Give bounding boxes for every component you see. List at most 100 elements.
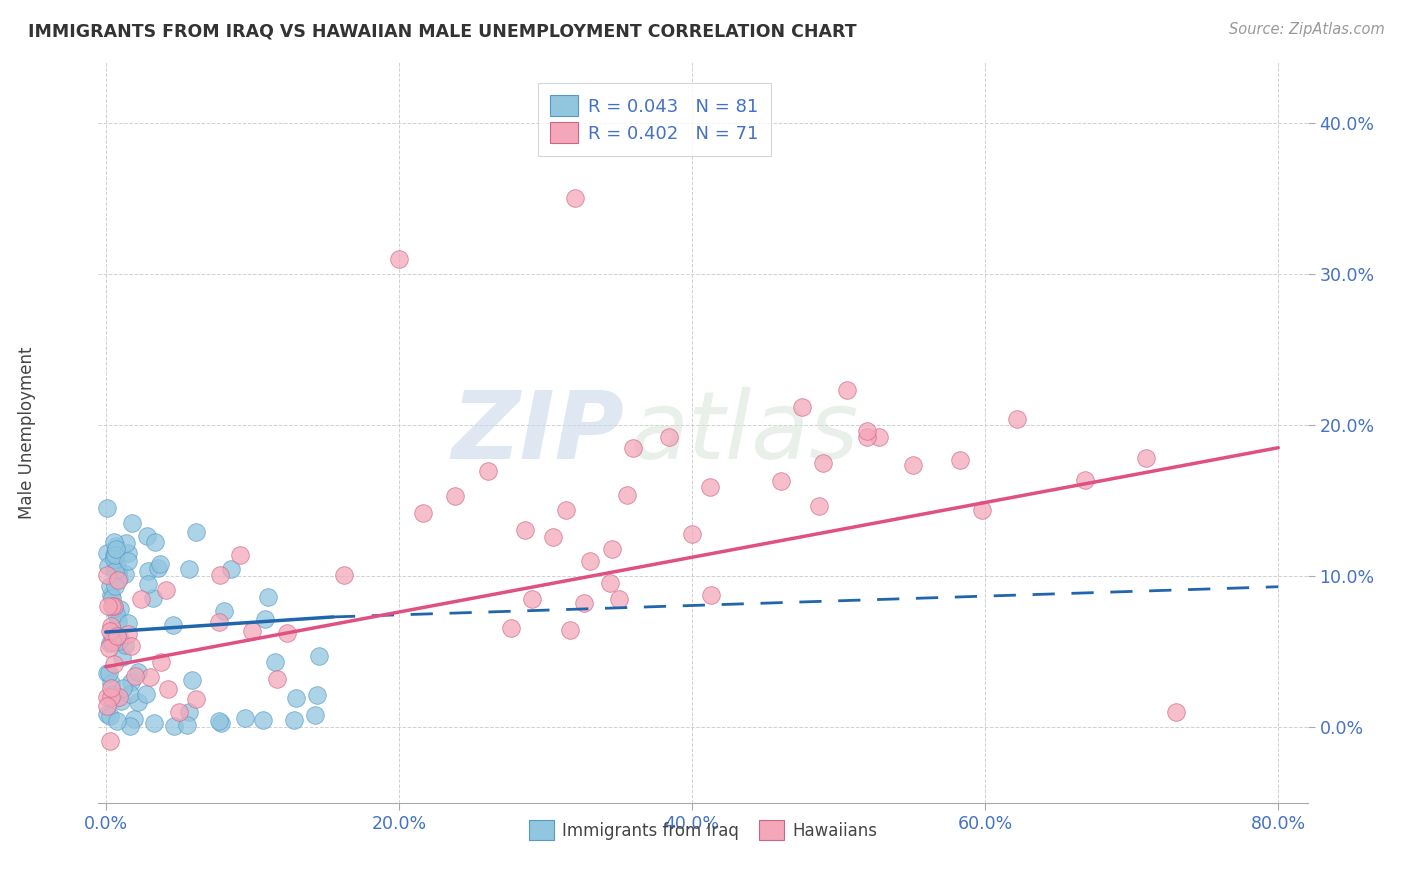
Point	[579, 554, 602, 568]
Point	[127, 695, 149, 709]
Point	[209, 715, 232, 730]
Point	[837, 383, 859, 397]
Point	[107, 633, 129, 648]
Point	[98, 624, 121, 639]
Point	[184, 691, 207, 706]
Point	[949, 453, 972, 467]
Point	[121, 516, 143, 531]
Point	[181, 673, 204, 687]
Point	[120, 719, 142, 733]
Point	[98, 734, 121, 748]
Point	[118, 687, 141, 701]
Point	[142, 591, 165, 605]
Point	[101, 634, 124, 648]
Point	[599, 576, 621, 591]
Point	[228, 548, 250, 562]
Point	[107, 614, 129, 628]
Point	[114, 536, 136, 550]
Point	[388, 252, 411, 266]
Point	[103, 548, 125, 562]
Point	[769, 475, 792, 489]
Point	[96, 698, 118, 713]
Point	[1074, 473, 1097, 487]
Point	[681, 527, 703, 541]
Point	[105, 714, 128, 728]
Point	[868, 430, 890, 444]
Point	[233, 711, 256, 725]
Point	[127, 665, 149, 679]
Point	[208, 615, 231, 629]
Text: Source: ZipAtlas.com: Source: ZipAtlas.com	[1229, 22, 1385, 37]
Point	[104, 579, 127, 593]
Point	[105, 629, 128, 643]
Point	[104, 564, 127, 578]
Point	[167, 705, 190, 719]
Point	[972, 503, 994, 517]
Point	[100, 618, 122, 632]
Point	[136, 529, 159, 543]
Point	[100, 627, 122, 641]
Point	[304, 707, 326, 722]
Point	[283, 713, 305, 727]
Point	[117, 547, 139, 561]
Point	[1164, 705, 1187, 719]
Text: atlas: atlas	[630, 387, 859, 478]
Point	[499, 621, 522, 635]
Point	[177, 561, 200, 575]
Point	[856, 424, 879, 438]
Point	[104, 539, 127, 553]
Point	[811, 456, 834, 470]
Point	[121, 675, 143, 690]
Point	[96, 690, 118, 704]
Point	[257, 590, 280, 604]
Point	[155, 582, 177, 597]
Text: IMMIGRANTS FROM IRAQ VS HAWAIIAN MALE UNEMPLOYMENT CORRELATION CHART: IMMIGRANTS FROM IRAQ VS HAWAIIAN MALE UN…	[28, 22, 856, 40]
Point	[100, 588, 122, 602]
Point	[103, 600, 125, 615]
Point	[129, 592, 152, 607]
Point	[107, 567, 129, 582]
Point	[111, 650, 134, 665]
Legend: Immigrants from Iraq, Hawaiians: Immigrants from Iraq, Hawaiians	[522, 814, 884, 847]
Point	[658, 430, 681, 444]
Point	[184, 525, 207, 540]
Point	[107, 563, 129, 577]
Point	[105, 558, 128, 572]
Point	[444, 489, 467, 503]
Point	[96, 546, 118, 560]
Point	[522, 592, 544, 607]
Point	[621, 441, 644, 455]
Point	[135, 687, 157, 701]
Point	[790, 400, 813, 414]
Point	[138, 670, 160, 684]
Point	[136, 564, 159, 578]
Point	[96, 706, 118, 721]
Point	[333, 567, 356, 582]
Point	[114, 638, 136, 652]
Point	[103, 687, 125, 701]
Point	[98, 636, 121, 650]
Point	[156, 682, 179, 697]
Point	[100, 681, 122, 695]
Point	[108, 602, 131, 616]
Point	[103, 535, 125, 549]
Point	[208, 714, 231, 729]
Point	[105, 691, 128, 706]
Point	[100, 690, 122, 704]
Point	[101, 599, 124, 614]
Point	[107, 571, 129, 585]
Point	[117, 627, 139, 641]
Text: ZIP: ZIP	[451, 386, 624, 479]
Point	[124, 668, 146, 682]
Point	[284, 690, 307, 705]
Point	[117, 554, 139, 568]
Point	[555, 502, 578, 516]
Point	[97, 558, 120, 573]
Point	[103, 657, 125, 672]
Point	[98, 666, 121, 681]
Point	[143, 535, 166, 549]
Point	[105, 629, 128, 643]
Point	[903, 458, 925, 473]
Point	[104, 548, 127, 562]
Point	[162, 617, 184, 632]
